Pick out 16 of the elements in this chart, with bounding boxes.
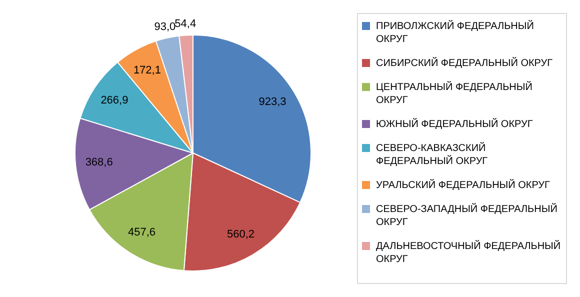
data-label: 172,1	[133, 64, 161, 76]
data-label: 923,3	[258, 96, 286, 108]
data-label: 266,9	[100, 94, 128, 107]
data-label: 93,0	[154, 21, 176, 34]
legend-label: ЮЖНЫЙ ФЕДЕРАЛЬНЫЙ ОКРУГ	[376, 118, 533, 131]
data-label: 560,2	[227, 228, 255, 240]
legend-label: СИБИРСКИЙ ФЕДЕРАЛЬНЫЙ ОКРУГ	[376, 57, 553, 70]
data-label: 54,4	[174, 18, 196, 30]
legend-label: ПРИВОЛЖСКИЙ ФЕДЕРАЛЬНЫЙ ОКРУГ	[376, 20, 535, 46]
legend-label: ЦЕНТРАЛЬНЫЙ ФЕДЕРАЛЬНЫЙ ОКРУГ	[376, 81, 534, 107]
legend-label: СЕВЕРО-КАВКАЗСКИЙ ФЕДЕРАЛЬНЫЙ ОКРУГ	[376, 142, 489, 168]
data-label: 457,6	[128, 226, 156, 238]
legend-label: СЕВЕРО-ЗАПАДНЫЙ ФЕДЕРАЛЬНЫЙ ОКРУГ	[376, 203, 558, 229]
data-label: 368,6	[85, 156, 113, 169]
legend-label: ДАЛЬНЕВОСТОЧНЫЙ ФЕДЕРАЛЬНЫЙ ОКРУГ	[376, 240, 562, 266]
legend-label: УРАЛЬСКИЙ ФЕДЕРАЛЬНЫЙ ОКРУГ	[376, 179, 550, 192]
